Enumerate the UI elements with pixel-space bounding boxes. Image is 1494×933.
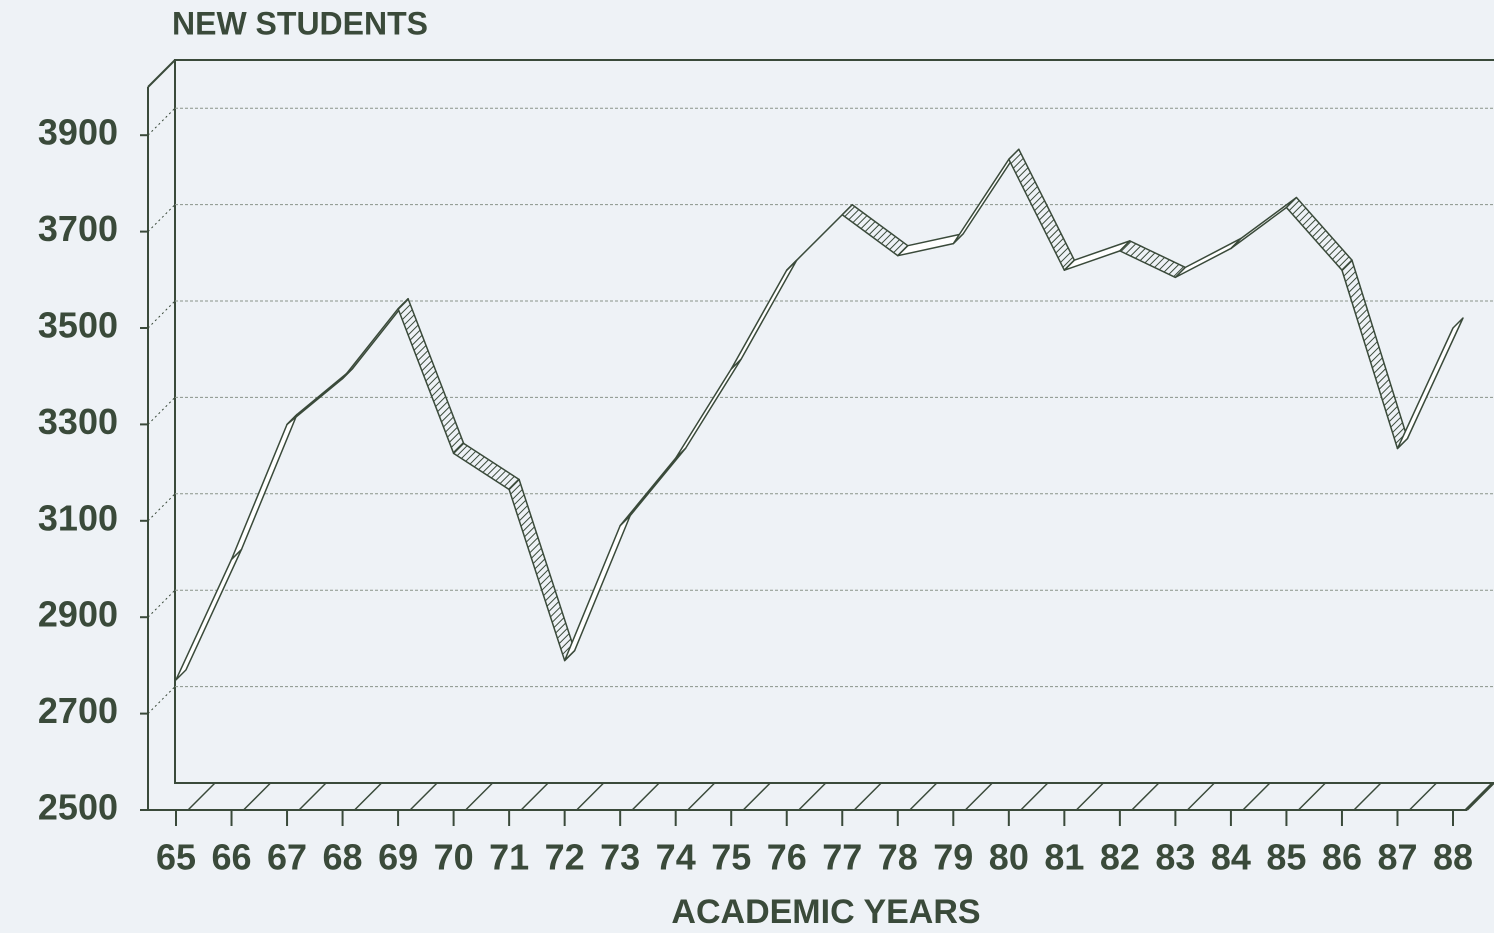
ribbon-segment [397,297,465,455]
x-tick-label: 76 [767,837,807,878]
floor-hatch [909,782,938,811]
floor-hatch [465,782,494,811]
grid-line [147,397,176,425]
floor-hatch [631,782,660,811]
y-tick-label: 3100 [38,497,118,538]
back-wall [174,59,1494,784]
x-tick-label: 84 [1211,837,1251,878]
floor-hatch [1464,782,1493,811]
ribbon-segment [230,413,298,561]
grid-line [147,493,176,522]
ribbon-segment [452,442,520,491]
y-tick-label: 3300 [38,401,118,442]
y-tick-label: 2500 [38,787,118,828]
x-tick-label: 88 [1433,837,1473,878]
x-tick-label: 85 [1266,837,1306,878]
x-tick-label: 86 [1322,837,1362,878]
grid-line [147,204,176,232]
floor-hatch [242,782,272,811]
ribbon-segment [1230,196,1298,250]
floor-hatch [1297,782,1326,811]
ribbon-segment [1174,237,1242,279]
x-tick-label: 66 [211,837,251,878]
y-tick-label: 3900 [38,112,118,153]
ribbon-segment [1063,240,1131,271]
x-tick-label: 72 [545,837,585,878]
ribbon-segment [1396,317,1464,450]
grid-line [147,300,176,329]
ribbon-segment [1119,240,1187,279]
x-tick-label: 79 [933,837,973,878]
x-tick-label: 78 [878,837,918,878]
y-tick-label: 3500 [38,305,118,346]
floor-hatch [853,782,882,811]
x-tick-label: 68 [323,837,363,878]
ribbon-segment [563,514,631,662]
grid-line [147,107,176,136]
floor-hatch [742,782,771,811]
ribbon-segment [1285,196,1353,271]
floor-hatch [409,782,438,811]
x-tick-label: 75 [711,837,751,878]
y-tick-label: 2900 [38,594,118,635]
chart-title: NEW STUDENTS [172,5,428,41]
x-tick-label: 65 [156,837,196,878]
floor-hatch [1353,782,1382,811]
ribbon-segment [730,259,798,370]
ribbon-segment [619,447,687,527]
floor-hatch [1242,782,1271,811]
ribbon-segment [674,358,742,459]
wall-edge [147,59,176,88]
ribbon-segment [841,203,909,257]
x-tick-label: 80 [989,837,1029,878]
floor-hatch [354,782,383,811]
ribbon-segment [508,478,576,662]
floor-hatch [687,782,716,811]
floor-hatch [798,782,827,811]
floor-hatch [1186,782,1215,811]
x-tick-label: 69 [378,837,418,878]
x-tick-label: 87 [1377,837,1417,878]
x-tick-label: 70 [434,837,474,878]
ribbon-segment [175,548,243,681]
ribbon-segment [1008,148,1076,271]
floor-hatch [576,782,605,811]
grid-line [147,686,176,714]
floor-hatch [1075,782,1104,811]
floor-hatch [298,782,327,811]
x-tick-label: 81 [1044,837,1084,878]
x-tick-label: 71 [489,837,529,878]
floor-hatch [1131,782,1160,811]
x-tick-label: 77 [822,837,862,878]
y-tick-label: 3700 [38,208,118,249]
floor-hatch [1020,782,1049,811]
floor-edge [1466,782,1494,811]
x-tick-label: 83 [1155,837,1195,878]
floor-hatch [520,782,549,811]
y-tick-label: 2700 [38,690,118,731]
grid-line [147,589,176,618]
x-tick-label: 74 [656,837,696,878]
x-tick-label: 73 [600,837,640,878]
floor-hatch [964,782,993,811]
floor-hatch [187,782,216,811]
ribbon-segment [952,148,1020,245]
axis-frame [147,87,1467,811]
x-axis-label: ACADEMIC YEARS [671,893,980,931]
ribbon-segment [1341,259,1409,450]
floor-hatch [1408,782,1438,811]
ribbon-segment [286,367,354,426]
x-tick-label: 82 [1100,837,1140,878]
x-tick-label: 67 [267,837,307,878]
